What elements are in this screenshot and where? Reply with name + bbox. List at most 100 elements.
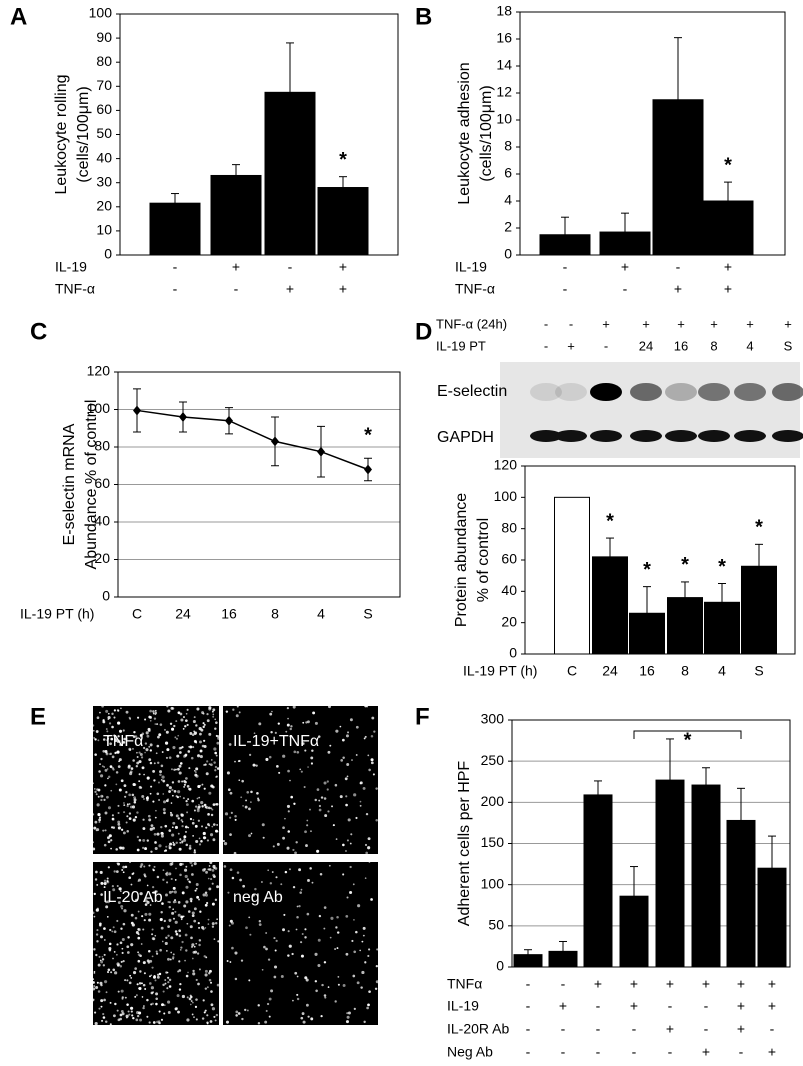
cell-dot (242, 805, 244, 807)
cell-dot (368, 768, 371, 772)
cell-dot (98, 955, 101, 958)
cell-dot (170, 936, 174, 940)
cell-dot (214, 751, 217, 755)
cell-dot (116, 919, 119, 922)
cell-dot (107, 777, 109, 780)
bar (583, 794, 613, 968)
cell-dot (201, 925, 205, 929)
cell-dot (267, 958, 271, 961)
cell-dot (174, 736, 177, 739)
cell-dot (207, 813, 210, 816)
cell-dot (208, 791, 212, 795)
cell-dot (144, 875, 147, 878)
cell-dot (111, 712, 114, 716)
cell-dot (361, 970, 365, 975)
cell-dot (254, 887, 257, 891)
cell-dot (198, 837, 201, 840)
cell-dot (206, 1014, 209, 1017)
cell-dot (142, 1006, 145, 1010)
cell-dot (154, 713, 157, 716)
cell-dot (109, 753, 111, 755)
cell-dot (91, 841, 95, 844)
cell-dot (366, 1006, 369, 1010)
blot-header-sign: S (784, 338, 793, 353)
cell-dot (144, 899, 148, 903)
cell-dot (141, 996, 144, 998)
cell-dot (162, 808, 166, 811)
cell-dot (134, 815, 138, 819)
cell-dot (131, 793, 135, 797)
condition-sign: - (526, 1021, 531, 1037)
cell-dot (160, 1018, 164, 1021)
cell-dot (239, 878, 242, 882)
cell-dot (177, 970, 180, 973)
cell-dot (268, 1015, 271, 1018)
cell-dot (138, 773, 141, 776)
cell-dot (204, 903, 208, 907)
cell-dot (177, 817, 180, 820)
cell-dot (341, 738, 345, 742)
cell-dot (111, 755, 115, 759)
cell-dot (375, 818, 378, 822)
cell-dot (116, 1009, 119, 1012)
cell-dot (292, 705, 296, 709)
cell-dot (104, 829, 107, 832)
cell-dot (200, 839, 203, 843)
cell-dot (183, 716, 185, 719)
cell-dot (142, 961, 146, 965)
error-bar (594, 780, 602, 795)
cell-dot (139, 734, 143, 737)
cell-dot (283, 913, 286, 916)
cell-dot (370, 898, 373, 901)
cell-dot (153, 762, 156, 765)
blot-label: E-selectin (437, 383, 507, 400)
y-axis-label: E-selectin mRNA (61, 423, 78, 545)
cell-dot (102, 964, 106, 967)
cell-dot (170, 813, 174, 817)
cell-dot (165, 756, 169, 759)
cell-dot (248, 753, 252, 757)
cell-dot (234, 760, 236, 763)
cell-dot (208, 969, 212, 973)
cell-dot (110, 839, 113, 842)
cell-dot (97, 812, 101, 817)
cell-dot (167, 1000, 171, 1004)
cell-dot (153, 717, 157, 720)
cell-dot (123, 811, 126, 814)
cell-dot (112, 826, 116, 829)
cell-dot (132, 872, 135, 875)
cell-dot (94, 1021, 98, 1026)
panel-label: F (415, 703, 430, 730)
cell-dot (327, 750, 331, 754)
cell-dot (119, 743, 122, 747)
cell-dot (265, 757, 269, 761)
cell-dot (280, 883, 283, 886)
cell-dot (186, 811, 189, 814)
cell-dot (121, 869, 124, 872)
cell-dot (173, 890, 177, 894)
cell-dot (171, 911, 175, 915)
cell-dot (318, 808, 322, 812)
cell-dot (103, 798, 106, 801)
y-tick-label: 90 (96, 29, 112, 45)
cell-dot (159, 770, 163, 774)
cell-dot (206, 986, 209, 989)
cell-dot (146, 796, 149, 798)
cell-dot (192, 834, 195, 837)
cell-dot (235, 714, 239, 718)
cell-dot (107, 866, 110, 869)
cell-dot (95, 730, 99, 733)
cell-dot (203, 955, 206, 958)
cell-dot (332, 824, 335, 827)
cell-dot (304, 936, 307, 939)
cell-dot (186, 803, 189, 807)
condition-sign: - (561, 1021, 566, 1037)
cell-dot (152, 1021, 156, 1024)
cell-dot (178, 929, 181, 932)
cell-dot (118, 788, 122, 792)
cell-dot (148, 864, 151, 867)
cell-dot (301, 932, 304, 935)
y-tick-label: 80 (94, 438, 110, 454)
cell-dot (173, 768, 176, 772)
